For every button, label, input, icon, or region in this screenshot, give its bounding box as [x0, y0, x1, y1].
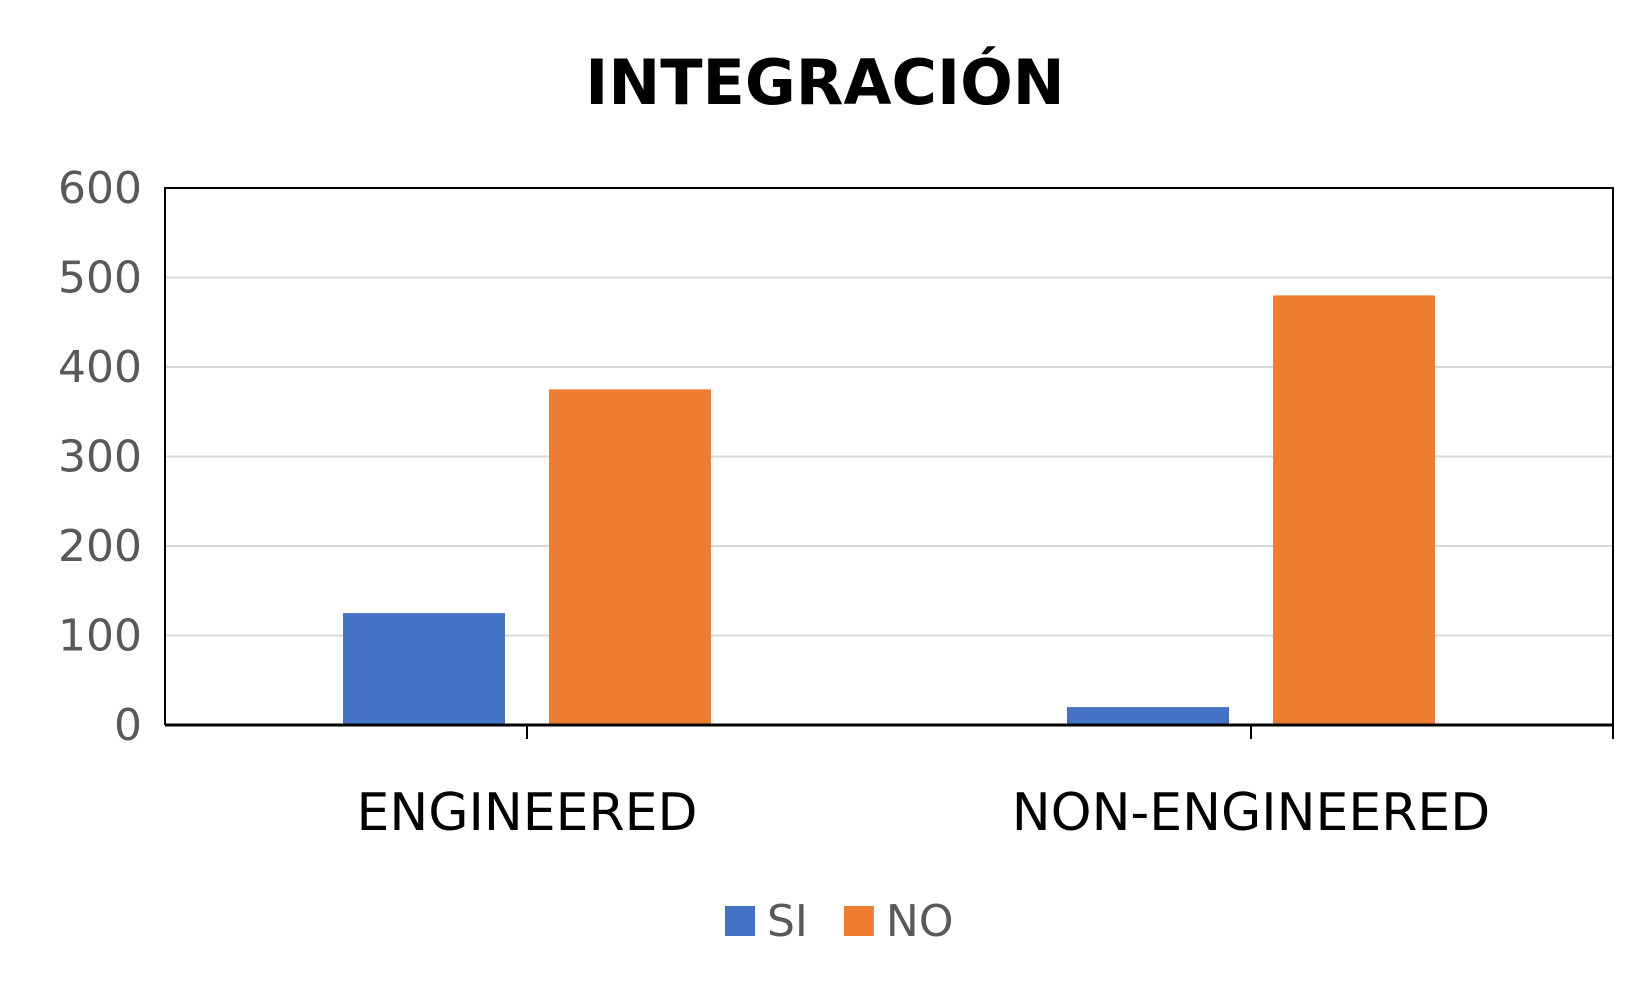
legend-swatch-no [843, 906, 874, 936]
bar-no-engineered [549, 389, 711, 725]
plot-border [164, 187, 1614, 725]
y-axis-tick-labels: 0 100 200 300 400 500 600 [58, 163, 142, 751]
x-axis-tick-labels: ENGINEERED NON-ENGINEERED [356, 783, 1490, 843]
y-tick-label: 400 [58, 342, 142, 393]
legend-label-si: SI [767, 896, 808, 947]
bar-si-non-engineered [1067, 707, 1229, 725]
y-tick-label: 200 [58, 521, 142, 572]
bar-no-non-engineered [1273, 295, 1435, 725]
legend-swatch-si [725, 906, 755, 936]
y-tick-label: 300 [58, 432, 142, 483]
y-tick-label: 0 [114, 700, 142, 751]
bars [343, 295, 1435, 725]
chart-title: INTEGRACIÓN [585, 46, 1064, 119]
legend-label-no: NO [886, 896, 954, 947]
legend: SI NO [725, 896, 953, 947]
bar-si-engineered [343, 613, 505, 725]
y-tick-label: 600 [58, 163, 142, 214]
y-tick-label: 500 [58, 253, 142, 304]
axes [164, 187, 1614, 739]
y-tick-label: 100 [58, 611, 142, 662]
x-tick-label: NON-ENGINEERED [1012, 783, 1491, 843]
x-tick-label: ENGINEERED [356, 783, 697, 843]
